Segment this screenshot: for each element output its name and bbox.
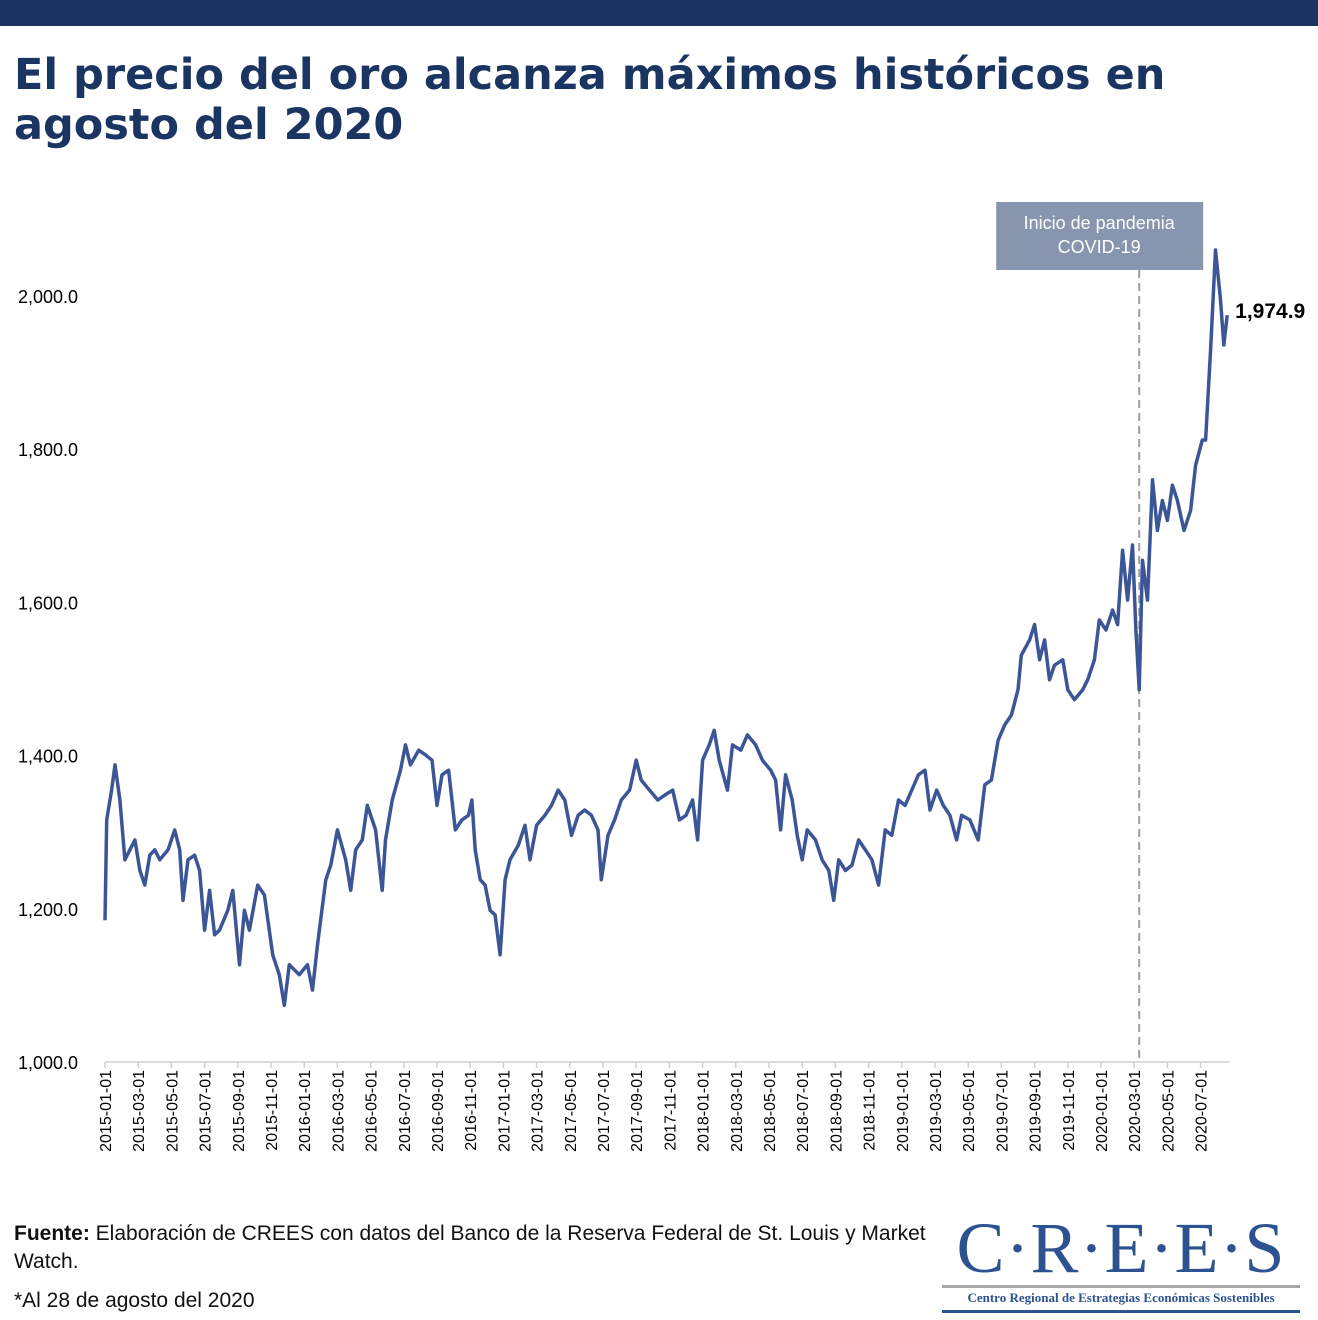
x-tick-label: 2015-03-01 bbox=[131, 1070, 148, 1152]
y-tick-label: 2,000.0 bbox=[18, 287, 78, 307]
x-tick-label: 2016-09-01 bbox=[430, 1070, 447, 1152]
x-tick-label: 2015-01-01 bbox=[98, 1070, 115, 1152]
chart-title: El precio del oro alcanza máximos histór… bbox=[14, 50, 1166, 150]
x-tick-label: 2015-09-01 bbox=[231, 1070, 248, 1152]
x-tick-label: 2019-11-01 bbox=[1061, 1070, 1078, 1151]
x-tick-label: 2020-05-01 bbox=[1160, 1070, 1177, 1152]
x-tick-label: 2019-05-01 bbox=[961, 1070, 978, 1152]
y-tick-label: 1,600.0 bbox=[18, 593, 78, 613]
y-tick-label: 1,800.0 bbox=[18, 440, 78, 460]
x-tick-label: 2016-03-01 bbox=[330, 1070, 347, 1152]
y-tick-label: 1,200.0 bbox=[18, 900, 78, 920]
x-tick-label: 2020-03-01 bbox=[1127, 1070, 1144, 1152]
date-note: *Al 28 de agosto del 2020 bbox=[14, 1289, 255, 1312]
y-axis: 1,000.0 1,200.0 1,400.0 1,600.0 1,800.0 2,000… bbox=[18, 287, 78, 1073]
x-tick-label: 2017-11-01 bbox=[662, 1070, 679, 1151]
x-tick-label: 2016-11-01 bbox=[463, 1070, 480, 1151]
logo-subtitle: Centro Regional de Estrategias Económica… bbox=[967, 1290, 1275, 1305]
x-tick-label: 2015-11-01 bbox=[264, 1070, 281, 1151]
logo-divider bbox=[942, 1285, 1300, 1288]
x-tick-label: 2019-09-01 bbox=[1028, 1070, 1045, 1152]
logo-wordmark: C·R·E·E·S bbox=[956, 1208, 1286, 1288]
y-tick-label: 1,000.0 bbox=[18, 1053, 78, 1073]
crees-logo: C·R·E·E·S Centro Regional de Estrategias… bbox=[942, 1208, 1300, 1316]
x-tick-label: 2017-07-01 bbox=[596, 1070, 613, 1152]
x-tick-label: 2019-01-01 bbox=[895, 1070, 912, 1152]
x-tick-label: 2015-07-01 bbox=[198, 1070, 215, 1152]
series-line-gold-price bbox=[103, 248, 1229, 1008]
x-tick-label: 2019-03-01 bbox=[928, 1070, 945, 1152]
x-tick-label: 2018-03-01 bbox=[729, 1070, 746, 1152]
y-tick-label: 1,400.0 bbox=[18, 747, 78, 767]
x-tick-label: 2019-07-01 bbox=[994, 1070, 1011, 1152]
covid-annotation-box bbox=[996, 202, 1204, 270]
x-tick-label: 2018-11-01 bbox=[862, 1070, 879, 1151]
x-tick-label: 2016-05-01 bbox=[364, 1070, 381, 1152]
source-text: Elaboración de CREES con datos del Banco… bbox=[14, 1222, 926, 1273]
x-tick-label: 2017-03-01 bbox=[530, 1070, 547, 1152]
logo-underline bbox=[942, 1310, 1300, 1313]
x-tick-label: 2016-01-01 bbox=[297, 1070, 314, 1152]
header-bar bbox=[0, 0, 1318, 26]
x-tick-label: 2017-05-01 bbox=[563, 1070, 580, 1152]
x-tick-label: 2020-01-01 bbox=[1094, 1070, 1111, 1152]
x-tick-label: 2015-05-01 bbox=[164, 1070, 181, 1152]
covid-annotation-line2: COVID-19 bbox=[1058, 237, 1141, 257]
x-tick-label: 2017-09-01 bbox=[629, 1070, 646, 1152]
x-tick-label: 2018-07-01 bbox=[795, 1070, 812, 1152]
x-tick-label: 2016-07-01 bbox=[397, 1070, 414, 1152]
x-tick-label: 2018-01-01 bbox=[696, 1070, 713, 1152]
source-label: Fuente: bbox=[14, 1222, 90, 1245]
last-value-label: 1,974.9 bbox=[1235, 300, 1305, 323]
x-tick-label: 2018-05-01 bbox=[762, 1070, 779, 1152]
x-tick-label: 2018-09-01 bbox=[828, 1070, 845, 1152]
source-note: Fuente: Elaboración de CREES con datos d… bbox=[14, 1220, 934, 1276]
x-tick-label: 2017-01-01 bbox=[496, 1070, 513, 1152]
x-tick-label: 2020-07-01 bbox=[1194, 1070, 1211, 1152]
covid-annotation-line1: Inicio de pandemia bbox=[1024, 213, 1176, 233]
x-axis: 2015-01-01 2015-03-01 2015-05-01 2015-07-01… bbox=[98, 1061, 1230, 1152]
